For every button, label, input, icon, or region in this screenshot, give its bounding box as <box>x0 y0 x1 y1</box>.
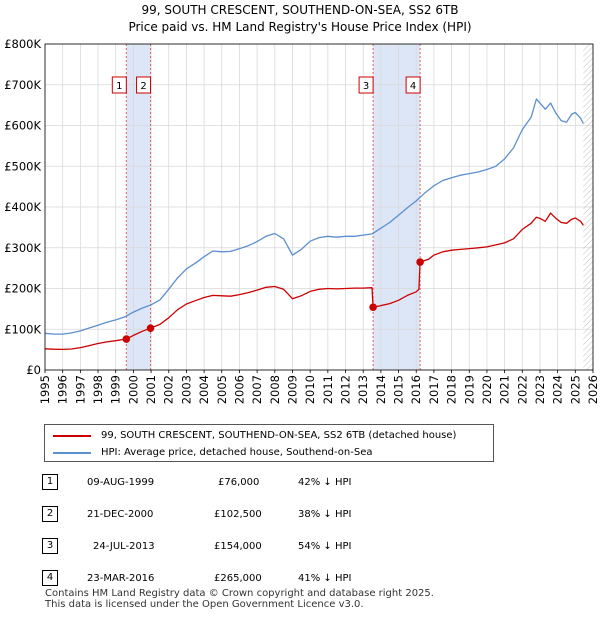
x-tick-label: 2004 <box>197 375 211 404</box>
sale-number-label: 3 <box>363 81 369 92</box>
series-line-property <box>44 212 584 351</box>
x-tick-label: 1997 <box>73 375 87 404</box>
y-tick-label: £600K <box>4 119 41 133</box>
sale-date: 09-AUG-1999 <box>87 477 155 488</box>
sale-hpi-diff: 38% ↓ HPI <box>298 509 352 520</box>
x-tick-label: 2011 <box>321 375 335 404</box>
sale-number-box <box>358 76 374 94</box>
sale-price: £265,000 <box>214 573 262 584</box>
x-tick-label: 2018 <box>445 375 459 404</box>
x-tick-label: 2014 <box>374 375 388 404</box>
sale-date: 21-DEC-2000 <box>87 509 154 520</box>
sale-point <box>122 335 131 343</box>
y-tick-label: £200K <box>4 282 41 296</box>
x-tick-label: 2002 <box>162 375 176 404</box>
x-tick-label: 2026 <box>586 375 600 404</box>
x-tick-label: 2003 <box>179 375 193 404</box>
footer-copyright: Contains HM Land Registry data © Crown c… <box>45 588 434 599</box>
sale-point <box>416 258 424 266</box>
sale-number-box <box>405 76 421 94</box>
x-tick-label: 2017 <box>427 375 441 404</box>
sale-hpi-diff: 42% ↓ HPI <box>298 477 352 488</box>
sale-number-box <box>136 76 152 94</box>
x-tick-label: 2001 <box>144 375 158 404</box>
y-tick-label: £300K <box>4 241 41 255</box>
x-tick-label: 2008 <box>268 375 282 404</box>
x-tick-label: 2019 <box>462 375 476 404</box>
x-tick-label: 2005 <box>215 375 229 404</box>
sale-price: £102,500 <box>214 509 262 520</box>
x-tick-label: 2013 <box>356 375 370 404</box>
sale-number-box <box>111 76 127 94</box>
sale-price: £154,000 <box>214 541 262 552</box>
sale-point <box>369 303 377 312</box>
sale-hpi-diff: 54% ↓ HPI <box>298 541 352 552</box>
x-tick-label: 2021 <box>498 375 512 404</box>
sale-point <box>146 324 155 333</box>
sale-number-badge: 2 <box>42 506 58 522</box>
x-tick-label: 2016 <box>409 375 423 404</box>
legend-swatch-hpi <box>53 451 91 454</box>
x-tick-label: 2009 <box>285 375 299 404</box>
footer-license: This data is licensed under the Open Gov… <box>45 599 364 610</box>
x-tick-label: 2006 <box>232 375 246 404</box>
sale-number-label: 4 <box>410 81 416 92</box>
sale-number-label: 1 <box>116 81 122 92</box>
table-row: 3 24-JUL-2013 £154,000 54% ↓ HPI <box>42 538 422 558</box>
x-tick-label: 2015 <box>392 375 406 404</box>
x-tick-label: 2025 <box>568 375 582 404</box>
table-row: 2 21-DEC-2000 £102,500 38% ↓ HPI <box>42 506 422 526</box>
price-chart: 1 2 3 4 £0 £100K £200K £300K £400K £500K £600K £70… <box>4 37 600 404</box>
y-tick-label: £700K <box>4 78 41 92</box>
chart-subtitle: Price paid vs. HM Land Registry's House … <box>128 20 472 34</box>
x-tick-label: 2007 <box>250 375 264 404</box>
y-tick-label: £100K <box>4 322 41 336</box>
x-tick-label: 2010 <box>303 375 317 404</box>
chart-legend: 99, SOUTH CRESCENT, SOUTHEND-ON-SEA, SS2… <box>44 424 494 462</box>
table-row: 4 23-MAR-2016 £265,000 41% ↓ HPI <box>42 570 422 590</box>
y-tick-label: £500K <box>4 159 41 173</box>
y-tick-label: £800K <box>4 37 41 51</box>
x-tick-label: 2024 <box>551 375 565 404</box>
x-tick-label: 2023 <box>533 375 547 404</box>
x-tick-label: 2012 <box>339 375 353 404</box>
sale-date: 24-JUL-2013 <box>93 541 155 552</box>
x-tick-label: 2000 <box>126 375 140 404</box>
legend-item-property: 99, SOUTH CRESCENT, SOUTHEND-ON-SEA, SS2… <box>53 427 456 444</box>
series-line-hpi <box>44 98 584 335</box>
sale-number-badge: 3 <box>42 538 58 554</box>
plot-area-frame <box>44 43 594 371</box>
chart-title: 99, SOUTH CRESCENT, SOUTHEND-ON-SEA, SS2… <box>141 3 459 17</box>
sale-number-badge: 1 <box>42 474 58 490</box>
y-tick-label: £400K <box>4 200 41 214</box>
y-tick-label: £0 <box>26 363 41 377</box>
x-tick-label: 2020 <box>480 375 494 404</box>
footer-notice: Contains HM Land Registry data © Crown c… <box>45 588 434 610</box>
legend-swatch-property <box>53 434 91 437</box>
x-tick-label: 1999 <box>109 375 123 404</box>
x-tick-label: 1995 <box>38 375 52 404</box>
forecast-hatch-region <box>583 44 593 370</box>
legend-label-property: 99, SOUTH CRESCENT, SOUTHEND-ON-SEA, SS2… <box>101 430 457 441</box>
x-tick-label: 1998 <box>91 375 105 404</box>
sale-price: £76,000 <box>218 477 260 488</box>
sale-number-label: 2 <box>140 81 146 92</box>
legend-label-hpi: HPI: Average price, detached house, Sout… <box>101 447 373 458</box>
table-row: 1 09-AUG-1999 £76,000 42% ↓ HPI <box>42 474 422 494</box>
sale-hpi-diff: 41% ↓ HPI <box>298 573 352 584</box>
x-tick-label: 1996 <box>56 375 70 404</box>
chart-title-block: 99, SOUTH CRESCENT, SOUTHEND-ON-SEA, SS2… <box>0 2 600 36</box>
sale-number-badge: 4 <box>42 570 58 586</box>
x-tick-label: 2022 <box>515 375 529 404</box>
legend-item-hpi: HPI: Average price, detached house, Sout… <box>53 444 373 461</box>
sale-date: 23-MAR-2016 <box>87 573 155 584</box>
